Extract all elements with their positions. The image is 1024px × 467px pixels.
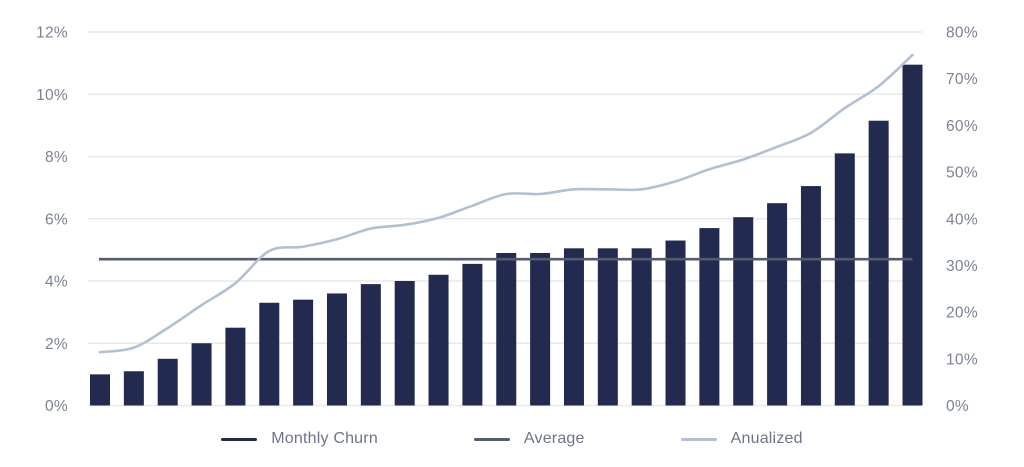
anualized-line — [98, 53, 914, 354]
legend-label-anualized: Anualized — [730, 430, 803, 447]
chart-legend: Monthly Churn Average Anualized — [0, 424, 1024, 454]
monthly-churn-bar — [902, 64, 923, 406]
right-axis-tick-label: 0% — [946, 398, 969, 415]
right-axis-tick-label: 70% — [946, 71, 978, 88]
churn-chart-canvas: 0% 2% 4% 6% 8% 10% 12% 0% 10% 20% 30% 40% 50% 60% 70% 8… — [36, 25, 978, 416]
average-line-swatch — [473, 437, 510, 441]
legend-label-average: Average — [523, 430, 585, 447]
right-axis-tick-label: 80% — [946, 25, 978, 42]
monthly-churn-bar — [462, 263, 483, 406]
left-axis-tick-label: 10% — [36, 87, 68, 104]
right-axis-tick-label: 40% — [946, 211, 978, 228]
monthly-churn-bar — [360, 284, 381, 406]
monthly-churn-line-swatch — [221, 437, 258, 441]
monthly-churn-bar — [394, 281, 415, 406]
left-axis-tick-label: 8% — [45, 149, 68, 166]
right-axis-tick-label: 50% — [946, 165, 978, 182]
monthly-churn-bar — [699, 228, 720, 406]
monthly-churn-bar — [157, 358, 178, 406]
left-axis-tick-label: 2% — [45, 336, 68, 353]
monthly-churn-bar — [496, 252, 517, 406]
monthly-churn-bar — [868, 120, 889, 406]
legend-item-anualized[interactable]: Anualized — [680, 430, 803, 448]
legend-label-monthly-churn: Monthly Churn — [271, 430, 378, 447]
right-axis-tick-label: 20% — [946, 305, 978, 322]
left-axis-tick-label: 12% — [36, 25, 68, 42]
monthly-churn-bar — [123, 371, 144, 406]
monthly-churn-bar — [191, 343, 212, 406]
monthly-churn-bar — [90, 374, 110, 406]
anualized-line-swatch — [680, 437, 717, 441]
monthly-churn-bar — [293, 299, 314, 406]
monthly-churn-bar — [800, 186, 821, 406]
legend-item-average[interactable]: Average — [473, 430, 585, 448]
monthly-churn-bar — [259, 302, 280, 406]
monthly-churn-bar — [428, 274, 449, 406]
left-axis-tick-label: 6% — [45, 211, 68, 228]
monthly-churn-bar — [767, 203, 788, 406]
left-axis-tick-label: 4% — [45, 274, 68, 291]
monthly-churn-bar — [733, 217, 754, 406]
monthly-churn-bar — [530, 252, 551, 406]
monthly-churn-bar — [563, 248, 584, 406]
monthly-churn-bar — [225, 327, 246, 406]
right-axis-tick-label: 10% — [946, 351, 978, 368]
monthly-churn-bar — [665, 240, 686, 406]
legend-item-monthly-churn[interactable]: Monthly Churn — [221, 430, 378, 448]
right-axis-tick-label: 30% — [946, 258, 978, 275]
monthly-churn-bar — [834, 153, 855, 406]
left-axis-tick-label: 0% — [45, 398, 68, 415]
monthly-churn-bar — [597, 248, 618, 406]
right-axis-tick-label: 60% — [946, 118, 978, 135]
monthly-churn-bar — [326, 293, 347, 406]
monthly-churn-bar — [631, 248, 652, 406]
